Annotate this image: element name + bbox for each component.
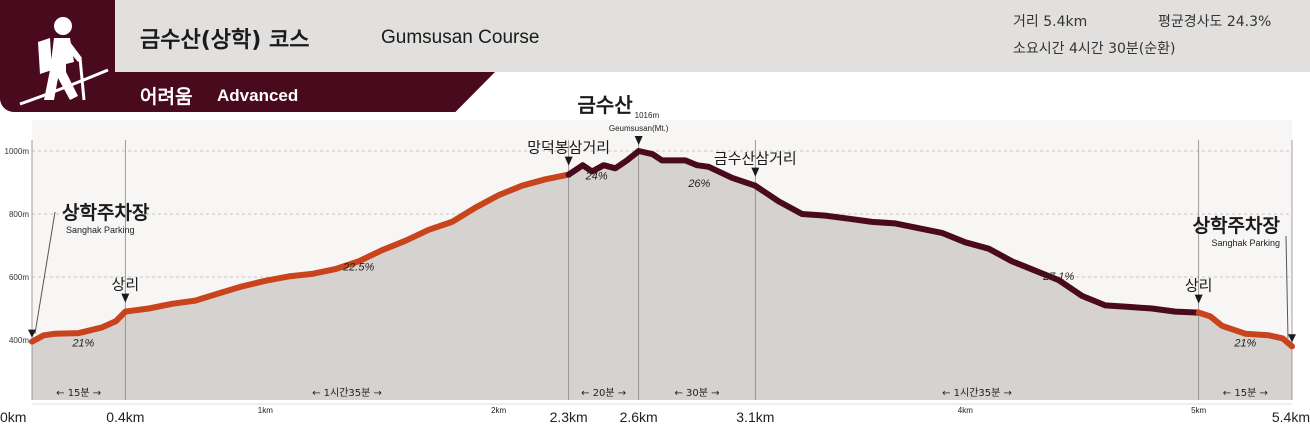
marker-arrow	[121, 293, 130, 303]
marker-arrow	[564, 156, 573, 166]
place-name: 망덕봉삼거리	[527, 139, 610, 157]
x-tick-label: 1km	[258, 406, 273, 415]
header-band	[0, 0, 1310, 72]
leader-line	[1285, 235, 1289, 339]
duration-label: ← 1시간35분 →	[942, 387, 1012, 399]
marker-arrow	[634, 136, 643, 145]
duration-label: ← 15분 →	[56, 387, 101, 399]
profile-line-ascent	[29, 171, 572, 345]
y-tick-label: 1000m	[5, 147, 30, 156]
duration-label: ← 30분 →	[674, 387, 719, 399]
marker-arrow	[1288, 334, 1296, 343]
place-name: 상학주차장	[1193, 215, 1281, 237]
y-tick-label: 400m	[9, 336, 29, 345]
duration-info: 소요시간 4시간 30분(순환)	[1013, 41, 1176, 57]
slope-label: 22.5%	[342, 262, 374, 274]
marker-arrow	[28, 329, 36, 338]
place-name: 상리	[112, 276, 140, 294]
difficulty-label-en: Advanced	[217, 86, 299, 105]
slope-label: 21%	[1233, 337, 1256, 349]
leader-line	[34, 211, 56, 334]
peak-elevation: 1016m	[635, 111, 660, 120]
marker-arrow	[1194, 294, 1203, 304]
course-title: 금수산(상학) 코스	[140, 28, 310, 53]
slope-label: 27.1%	[1042, 271, 1074, 283]
place-name: 상리	[1185, 277, 1213, 295]
y-tick-label: 800m	[9, 210, 29, 219]
duration-label: ← 1시간35분 →	[312, 387, 382, 399]
x-tick-label: 2km	[491, 406, 506, 415]
profile-line-return	[1195, 309, 1295, 350]
difficulty-label: 어려움	[140, 86, 193, 108]
place-name-en: Sanghak Parking	[1211, 238, 1280, 248]
profile-line-descent	[752, 182, 1202, 316]
duration-label: ← 15분 →	[1223, 387, 1268, 399]
x-tick-label: 0km	[0, 409, 26, 425]
x-tick-label: 0.4km	[106, 409, 144, 425]
x-tick-label: 5.4km	[1272, 409, 1310, 425]
slope-label: 26%	[687, 178, 710, 190]
duration-label: ← 20분 →	[581, 387, 626, 399]
peak-name: 금수산	[577, 93, 633, 117]
course-title-en: Gumsusan Course	[381, 27, 540, 48]
marker-arrow	[751, 167, 760, 177]
slope-label: 24%	[585, 170, 608, 182]
profile-line-summit	[565, 148, 759, 189]
place-name: 상학주차장	[62, 202, 150, 224]
peak-name-en: Geumsusan(Mt.)	[609, 124, 669, 133]
place-name-en: Sanghak Parking	[66, 225, 135, 235]
hiker-icon-box	[0, 0, 115, 112]
x-tick-label: 5km	[1191, 406, 1206, 415]
x-tick-label: 3.1km	[736, 409, 774, 425]
slope-label: 21%	[71, 337, 94, 349]
x-tick-label: 2.6km	[620, 409, 658, 425]
hiker-icon	[19, 17, 109, 106]
profile-area-fill	[32, 151, 1292, 400]
avg-slope-info: 평균경사도 24.3%	[1158, 14, 1272, 30]
x-tick-label: 4km	[958, 406, 973, 415]
distance-info: 거리 5.4km	[1013, 14, 1088, 30]
y-tick-label: 600m	[9, 273, 29, 282]
x-tick-label: 2.3km	[550, 409, 588, 425]
place-name: 금수산삼거리	[714, 150, 797, 168]
